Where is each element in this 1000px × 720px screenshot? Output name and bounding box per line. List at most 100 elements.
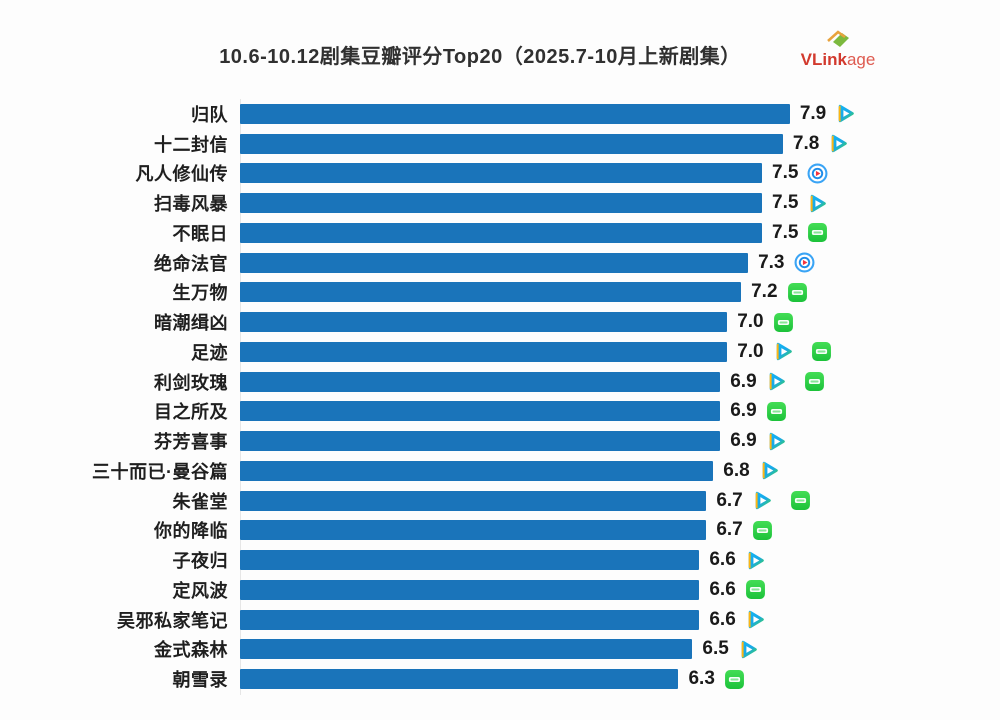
rating-value: 6.9: [730, 430, 757, 452]
rating-value: 6.8: [723, 459, 750, 481]
platform-icons: [757, 401, 787, 422]
drama-title-label: 利剑玫瑰: [154, 372, 228, 393]
rating-bar: [240, 133, 783, 154]
platform-icons: [764, 312, 794, 333]
rating-bar: [240, 312, 728, 333]
vlinkage-logo: VLinkage: [788, 30, 888, 74]
tencent-video-icon: [759, 460, 780, 481]
rating-bar: [240, 401, 721, 422]
tencent-video-icon: [738, 639, 759, 660]
rating-value: 7.0: [737, 311, 764, 333]
tencent-video-icon: [773, 341, 794, 362]
rating-value: 6.9: [730, 400, 757, 422]
chart-row: 暗潮缉凶 7.0: [0, 307, 1000, 337]
platform-icons: [785, 252, 815, 273]
chart-row: 定风波 6.6: [0, 575, 1000, 605]
chart-row: 吴邪私家笔记 6.6: [0, 605, 1000, 635]
iqiyi-icon: [745, 579, 766, 600]
rating-bar: [240, 579, 700, 600]
tencent-video-icon: [807, 193, 828, 214]
chart-row: 目之所及 6.9: [0, 397, 1000, 427]
rating-bar: [240, 609, 700, 630]
drama-title-label: 暗潮缉凶: [154, 313, 228, 334]
rating-bar: [240, 669, 679, 690]
chart-row: 子夜归 6.6: [0, 545, 1000, 575]
chart-row: 你的降临 6.7: [0, 516, 1000, 546]
platform-icons: [798, 193, 828, 214]
youku-icon: [794, 252, 815, 273]
drama-title-label: 扫毒风暴: [154, 194, 228, 215]
drama-title-label: 不眠日: [172, 223, 228, 244]
chart-row: 金式森林 6.5: [0, 635, 1000, 665]
y-axis-line: [240, 99, 241, 695]
rating-value: 7.3: [758, 251, 785, 273]
platform-icons: [736, 609, 766, 630]
platform-icons: [736, 550, 766, 571]
rating-bar: [240, 550, 700, 571]
chart-row: 凡人修仙传 7.5: [0, 159, 1000, 189]
platform-icons: [826, 103, 856, 124]
drama-title-label: 生万物: [172, 283, 228, 304]
rating-value: 6.7: [716, 519, 743, 541]
rating-bar: [240, 520, 707, 541]
rating-value: 6.9: [730, 370, 757, 392]
rating-bar: [240, 490, 707, 511]
platform-icons: [819, 133, 849, 154]
rating-value: 6.6: [709, 578, 736, 600]
youku-icon: [807, 163, 828, 184]
chart-row: 扫毒风暴 7.5: [0, 188, 1000, 218]
platform-icons: [757, 431, 787, 452]
tencent-video-icon: [745, 609, 766, 630]
platform-icons: [764, 341, 832, 362]
rating-value: 7.5: [772, 192, 799, 214]
iqiyi-icon: [811, 341, 832, 362]
drama-title-label: 归队: [191, 104, 228, 125]
chart-row: 十二封信 7.8: [0, 129, 1000, 159]
iqiyi-icon: [790, 490, 811, 511]
rating-value: 7.5: [772, 162, 799, 184]
platform-icons: [715, 669, 745, 690]
rating-value: 6.6: [709, 549, 736, 571]
rating-bar: [240, 252, 749, 273]
platform-icons: [743, 520, 773, 541]
tencent-video-icon: [752, 490, 773, 511]
iqiyi-icon: [804, 371, 825, 392]
iqiyi-icon: [773, 312, 794, 333]
platform-icons: [736, 579, 766, 600]
iqiyi-icon: [752, 520, 773, 541]
drama-title-label: 你的降临: [154, 521, 228, 542]
rating-bar: [240, 103, 790, 124]
rating-bar: [240, 460, 714, 481]
drama-title-label: 吴邪私家笔记: [117, 610, 228, 631]
iqiyi-icon: [766, 401, 787, 422]
drama-title-label: 绝命法官: [154, 253, 228, 274]
platform-icons: [798, 222, 828, 243]
chart-row: 生万物 7.2: [0, 278, 1000, 308]
platform-icons: [798, 163, 828, 184]
chart-row: 足迹 7.0: [0, 337, 1000, 367]
rating-value: 7.0: [737, 340, 764, 362]
rating-bar: [240, 371, 721, 392]
tencent-video-icon: [828, 133, 849, 154]
platform-icons: [778, 282, 808, 303]
drama-title-label: 足迹: [191, 342, 228, 363]
rating-value: 7.9: [799, 102, 827, 124]
rating-value: 7.8: [792, 132, 820, 154]
drama-title-label: 金式森林: [154, 640, 228, 661]
rating-value: 6.3: [688, 668, 715, 690]
rating-bar: [240, 193, 762, 214]
drama-title-label: 目之所及: [154, 402, 228, 423]
rating-bar: [240, 639, 693, 660]
drama-title-label: 十二封信: [154, 134, 228, 155]
chart-row: 朝雪录 6.3: [0, 664, 1000, 694]
iqiyi-icon: [724, 669, 745, 690]
iqiyi-icon: [807, 222, 828, 243]
chart-title: 10.6-10.12剧集豆瓣评分Top20（2025.7-10月上新剧集）: [219, 46, 741, 68]
drama-title-label: 三十而已·曼谷篇: [92, 461, 228, 482]
drama-title-label: 定风波: [172, 580, 228, 601]
iqiyi-icon: [787, 282, 808, 303]
rating-bar: [240, 222, 762, 243]
drama-title-label: 凡人修仙传: [135, 164, 228, 185]
tencent-video-icon: [766, 431, 787, 452]
